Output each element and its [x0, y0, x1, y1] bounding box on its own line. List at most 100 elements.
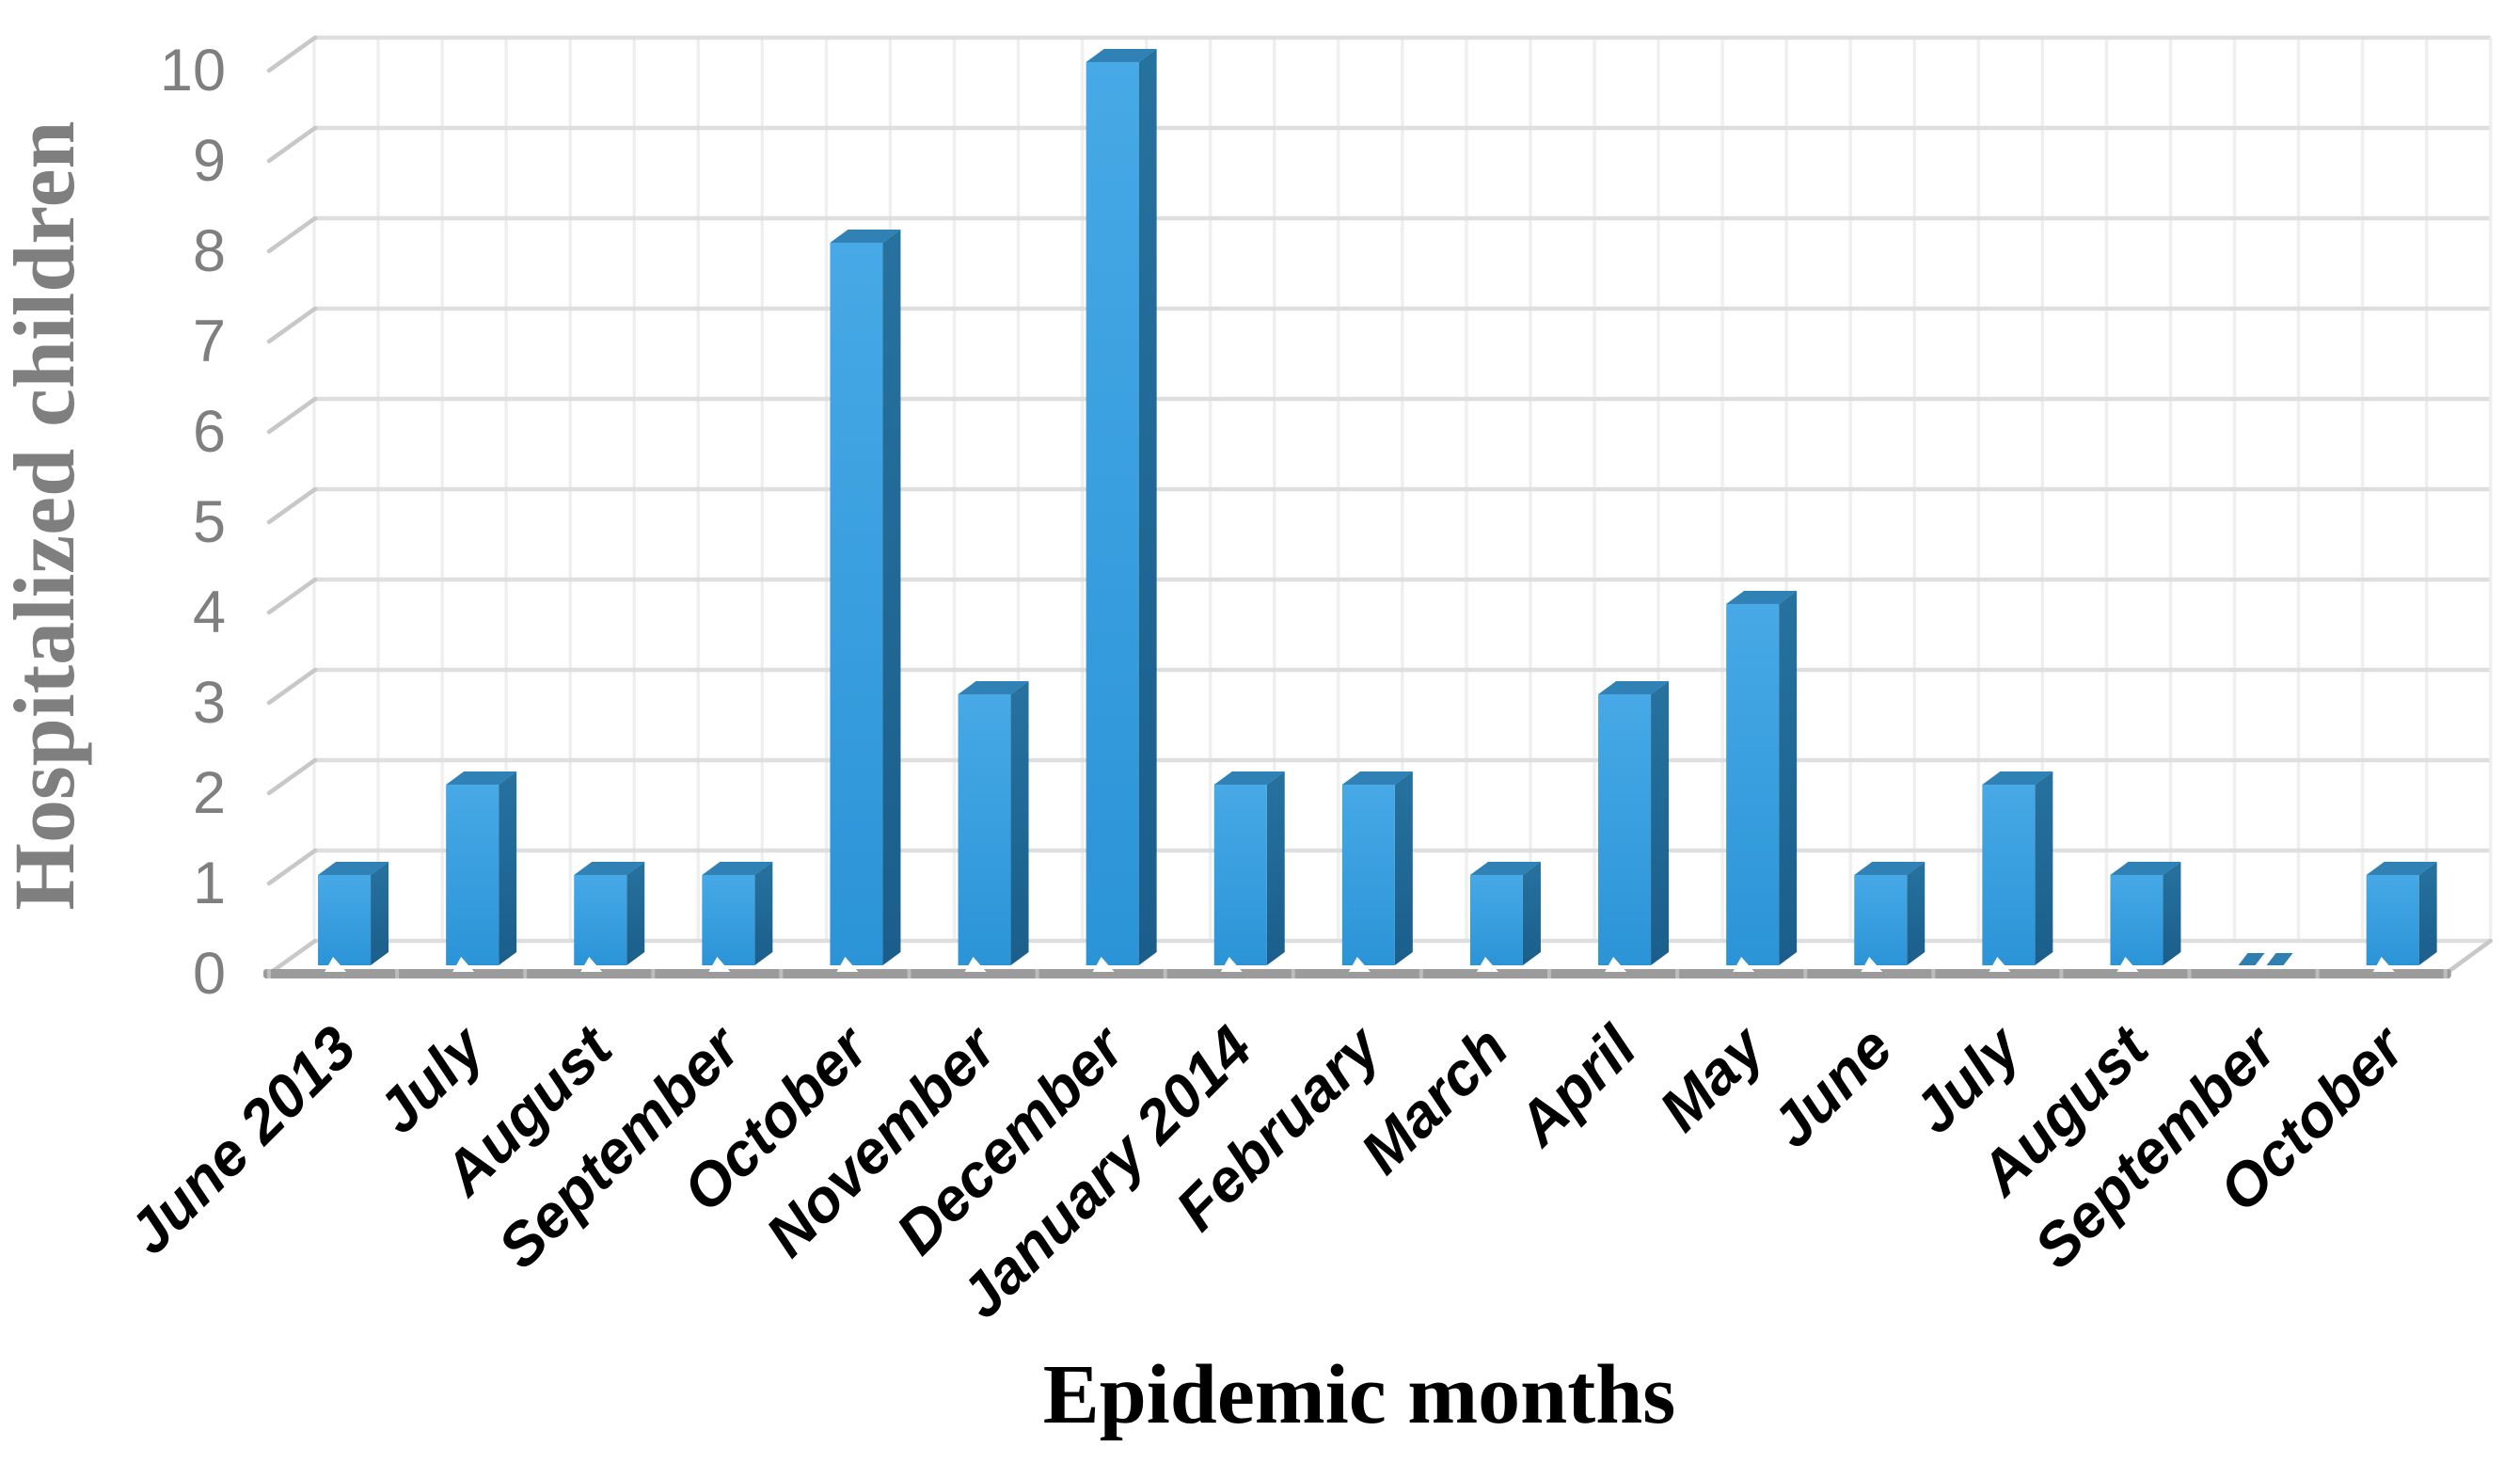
x-axis-tick: [1931, 969, 1936, 978]
x-axis-tick: [779, 969, 784, 978]
gridline-bevel-tick: [266, 848, 318, 886]
bar-top-face: [2366, 862, 2437, 875]
bar-floor-notch: [2372, 957, 2395, 972]
bar-floor-notch: [1989, 957, 2011, 972]
gridline-bevel-tick: [266, 757, 318, 796]
bar-top-face: [1726, 591, 1798, 604]
bar-front-face: [574, 875, 627, 965]
bar-floor-notch: [580, 957, 603, 972]
bar-top-face: [1854, 862, 1926, 875]
x-axis-tick: [2187, 969, 2192, 978]
bar-august: [574, 862, 645, 972]
bar-front-face: [318, 875, 372, 965]
bar-floor-notch: [1092, 957, 1115, 972]
bar-december: [1086, 49, 1157, 972]
bar-floor-notch: [2116, 957, 2139, 972]
bar-front-face: [830, 243, 883, 965]
bar-floor-notch: [1861, 957, 1883, 972]
bar-front-face: [958, 694, 1011, 965]
bar-side-face: [754, 862, 773, 965]
x-axis-tick: [1803, 969, 1808, 978]
bar-february: [1341, 771, 1413, 972]
bar-side-face: [2163, 862, 2181, 965]
y-tick-label-6: 6: [193, 399, 226, 465]
zero-bar-mark: [2238, 953, 2265, 965]
gridline-bevel-tick: [266, 306, 318, 344]
gridline-bevel-tick: [266, 35, 318, 73]
bar-side-face: [2035, 771, 2053, 965]
y-tick-label-7: 7: [193, 309, 226, 374]
x-axis-line: [263, 969, 2451, 978]
bar-floor-notch: [964, 957, 987, 972]
bar-top-face: [1213, 771, 1285, 785]
bar-side-face: [1394, 771, 1413, 965]
bar-august: [2110, 862, 2181, 972]
bar-floor-notch: [452, 957, 475, 972]
x-category-label: March: [1348, 1013, 1521, 1186]
bar-top-face: [574, 862, 645, 875]
bar-front-face: [1854, 875, 1908, 965]
bar-floor-notch: [1733, 957, 1755, 972]
bar-top-face: [1982, 771, 2053, 785]
bar-front-face: [1086, 62, 1139, 965]
bar-front-face: [1598, 694, 1652, 965]
x-axis-tick: [1675, 969, 1680, 978]
y-tick-label-2: 2: [193, 760, 226, 826]
bar-floor-notch: [1220, 957, 1243, 972]
bar-july: [1982, 771, 2053, 972]
x-category-label: June: [1758, 1013, 1906, 1161]
bar-april: [1598, 681, 1670, 972]
bar-top-face: [318, 862, 389, 875]
zero-bar-mark: [2266, 953, 2293, 965]
gridline-bevel-tick: [266, 396, 318, 435]
bar-side-face: [1266, 771, 1285, 965]
x-axis-tick: [1163, 969, 1167, 978]
gridline-bevel-tick: [266, 938, 318, 977]
x-axis-tick: [1547, 969, 1551, 978]
bar-side-face: [626, 862, 645, 965]
gridline-bevel-tick: [266, 577, 318, 615]
bar-top-face: [1469, 862, 1541, 875]
bar-floor-notch: [836, 957, 859, 972]
x-axis-tick: [907, 969, 911, 978]
bar-floor-notch: [325, 957, 347, 972]
bar-front-face: [2110, 875, 2163, 965]
bar-january-2014: [1213, 771, 1285, 972]
bar-top-face: [702, 862, 773, 875]
bar-top-face: [958, 681, 1029, 694]
bar-top-face: [830, 230, 901, 243]
bar-september: [2238, 953, 2293, 965]
bar-front-face: [1213, 785, 1267, 965]
x-axis-tick: [2443, 969, 2448, 978]
bar-july: [446, 771, 517, 972]
x-category-label: June 2013: [115, 1013, 369, 1267]
x-axis-title: Epidemic months: [1043, 1348, 1676, 1441]
x-axis-tick: [395, 969, 400, 978]
bar-front-face: [1341, 785, 1395, 965]
bar-top-face: [446, 771, 517, 785]
bar-floor-notch: [708, 957, 731, 972]
bar-march: [1469, 862, 1541, 972]
y-tick-label-5: 5: [193, 489, 226, 555]
bar-front-face: [1982, 785, 2036, 965]
gridline-bevel-tick: [266, 125, 318, 164]
bar-front-face: [1726, 604, 1780, 965]
gridline-bevel-tick: [266, 667, 318, 706]
x-axis-tick: [267, 969, 271, 978]
x-category-label: May: [1646, 1011, 1779, 1144]
bar-side-face: [2418, 862, 2437, 965]
bar-front-face: [2366, 875, 2419, 965]
bar-floor-notch: [1605, 957, 1627, 972]
y-tick-label-8: 8: [193, 218, 226, 284]
bar-september: [702, 862, 773, 972]
bar-top-face: [1086, 49, 1157, 62]
bar-top-face: [1598, 681, 1670, 694]
bar-side-face: [1651, 681, 1670, 965]
bar-side-face: [882, 230, 901, 965]
gridline-bevel-tick: [266, 215, 318, 254]
x-category-label: April: [1503, 1012, 1650, 1159]
bar-may: [1726, 591, 1798, 972]
bar-side-face: [1907, 862, 1926, 965]
